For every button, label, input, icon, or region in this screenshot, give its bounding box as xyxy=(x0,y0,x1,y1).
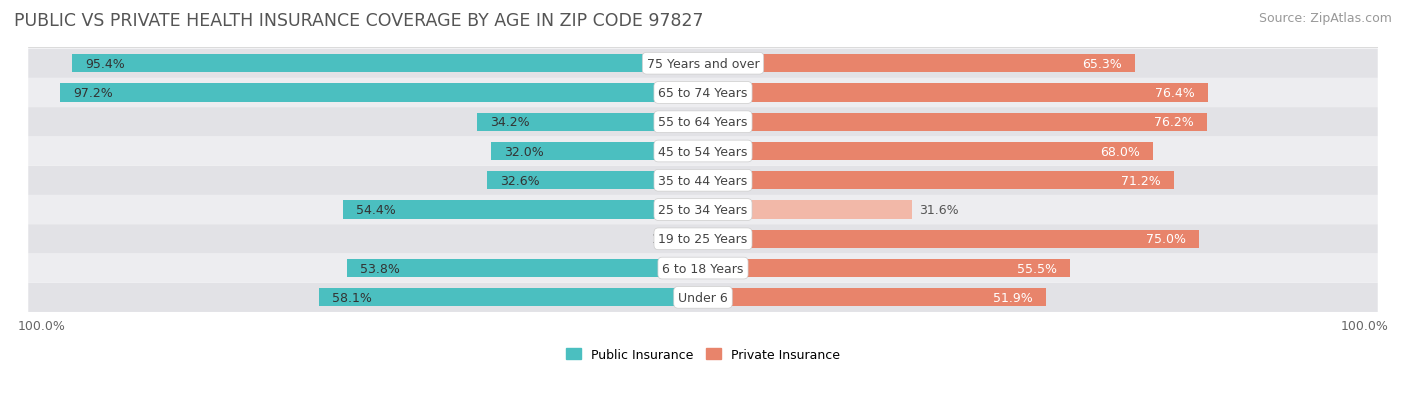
Text: 45 to 54 Years: 45 to 54 Years xyxy=(658,145,748,158)
Text: Under 6: Under 6 xyxy=(678,291,728,304)
Bar xyxy=(343,201,703,219)
Text: 65 to 74 Years: 65 to 74 Years xyxy=(658,87,748,100)
FancyBboxPatch shape xyxy=(28,195,1378,225)
Text: 97.2%: 97.2% xyxy=(73,87,112,100)
Text: 31.6%: 31.6% xyxy=(918,204,959,216)
Text: 75 Years and over: 75 Years and over xyxy=(647,57,759,71)
Text: 35 to 44 Years: 35 to 44 Years xyxy=(658,174,748,188)
Text: 65.3%: 65.3% xyxy=(1083,57,1122,71)
Bar xyxy=(347,259,703,278)
Text: 54.4%: 54.4% xyxy=(356,204,396,216)
Text: 68.0%: 68.0% xyxy=(1099,145,1140,158)
Text: 34.2%: 34.2% xyxy=(491,116,530,129)
Bar xyxy=(690,230,703,248)
Text: PUBLIC VS PRIVATE HEALTH INSURANCE COVERAGE BY AGE IN ZIP CODE 97827: PUBLIC VS PRIVATE HEALTH INSURANCE COVER… xyxy=(14,12,703,30)
Bar xyxy=(703,201,912,219)
Text: 25 to 34 Years: 25 to 34 Years xyxy=(658,204,748,216)
FancyBboxPatch shape xyxy=(28,254,1378,283)
Text: 53.8%: 53.8% xyxy=(360,262,401,275)
Bar xyxy=(703,55,1135,73)
Bar xyxy=(60,84,703,102)
Text: 58.1%: 58.1% xyxy=(332,291,371,304)
Bar xyxy=(703,230,1199,248)
Text: 32.0%: 32.0% xyxy=(505,145,544,158)
FancyBboxPatch shape xyxy=(28,108,1378,137)
Text: 76.4%: 76.4% xyxy=(1156,87,1195,100)
Bar xyxy=(72,55,703,73)
Text: 71.2%: 71.2% xyxy=(1121,174,1161,188)
FancyBboxPatch shape xyxy=(28,166,1378,195)
Bar xyxy=(703,259,1070,278)
FancyBboxPatch shape xyxy=(28,225,1378,254)
Text: 6 to 18 Years: 6 to 18 Years xyxy=(662,262,744,275)
Legend: Public Insurance, Private Insurance: Public Insurance, Private Insurance xyxy=(561,343,845,366)
Text: 76.2%: 76.2% xyxy=(1154,116,1194,129)
Bar xyxy=(491,142,703,161)
Text: 55 to 64 Years: 55 to 64 Years xyxy=(658,116,748,129)
Bar xyxy=(703,84,1208,102)
Bar xyxy=(703,172,1174,190)
Text: 55.5%: 55.5% xyxy=(1017,262,1057,275)
FancyBboxPatch shape xyxy=(28,283,1378,312)
Bar xyxy=(477,114,703,131)
Text: 51.9%: 51.9% xyxy=(994,291,1033,304)
Text: 75.0%: 75.0% xyxy=(1146,233,1185,246)
Text: Source: ZipAtlas.com: Source: ZipAtlas.com xyxy=(1258,12,1392,25)
Text: 32.6%: 32.6% xyxy=(501,174,540,188)
Bar xyxy=(488,172,703,190)
Text: 95.4%: 95.4% xyxy=(86,57,125,71)
Bar xyxy=(703,289,1046,307)
FancyBboxPatch shape xyxy=(28,137,1378,166)
Bar xyxy=(703,114,1208,131)
FancyBboxPatch shape xyxy=(28,78,1378,108)
FancyBboxPatch shape xyxy=(28,50,1378,78)
Bar xyxy=(319,289,703,307)
Bar xyxy=(703,142,1153,161)
Text: 1.9%: 1.9% xyxy=(652,233,683,246)
Text: 19 to 25 Years: 19 to 25 Years xyxy=(658,233,748,246)
